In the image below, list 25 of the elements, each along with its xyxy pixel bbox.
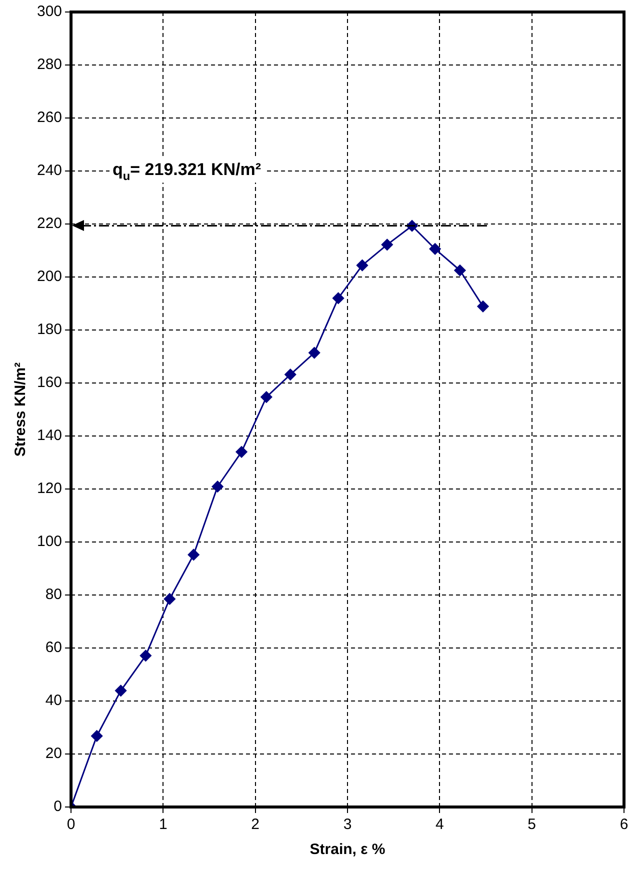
- y-tick-label: 280: [36, 56, 62, 74]
- y-tick-label: 80: [45, 586, 62, 604]
- x-tick-label: 6: [620, 816, 628, 834]
- x-tick-label: 0: [66, 816, 76, 834]
- y-tick-label: 40: [45, 692, 62, 710]
- y-tick-label: 220: [36, 215, 62, 232]
- y-tick-label: 0: [54, 798, 62, 816]
- y-tick-label: 100: [36, 533, 62, 550]
- y-tick-label: 20: [45, 745, 62, 762]
- x-axis-title: Strain, ε %: [310, 841, 386, 858]
- y-tick-label: 120: [36, 480, 62, 498]
- x-tick-label: 5: [528, 816, 536, 834]
- y-tick-label: 60: [45, 639, 62, 656]
- y-tick-label: 200: [36, 268, 62, 286]
- x-tick-label: 3: [343, 816, 352, 834]
- y-tick-label: 140: [36, 427, 62, 444]
- x-tick-label: 1: [159, 816, 168, 834]
- y-tick-label: 300: [36, 3, 62, 20]
- y-tick-label: 180: [36, 321, 62, 338]
- y-tick-label: 260: [36, 109, 62, 126]
- y-tick-label: 240: [36, 162, 62, 180]
- y-tick-label: 160: [36, 374, 62, 392]
- y-axis-title: Stress KN/m²: [12, 362, 30, 457]
- x-tick-label: 2: [251, 816, 260, 834]
- x-tick-label: 4: [436, 816, 444, 834]
